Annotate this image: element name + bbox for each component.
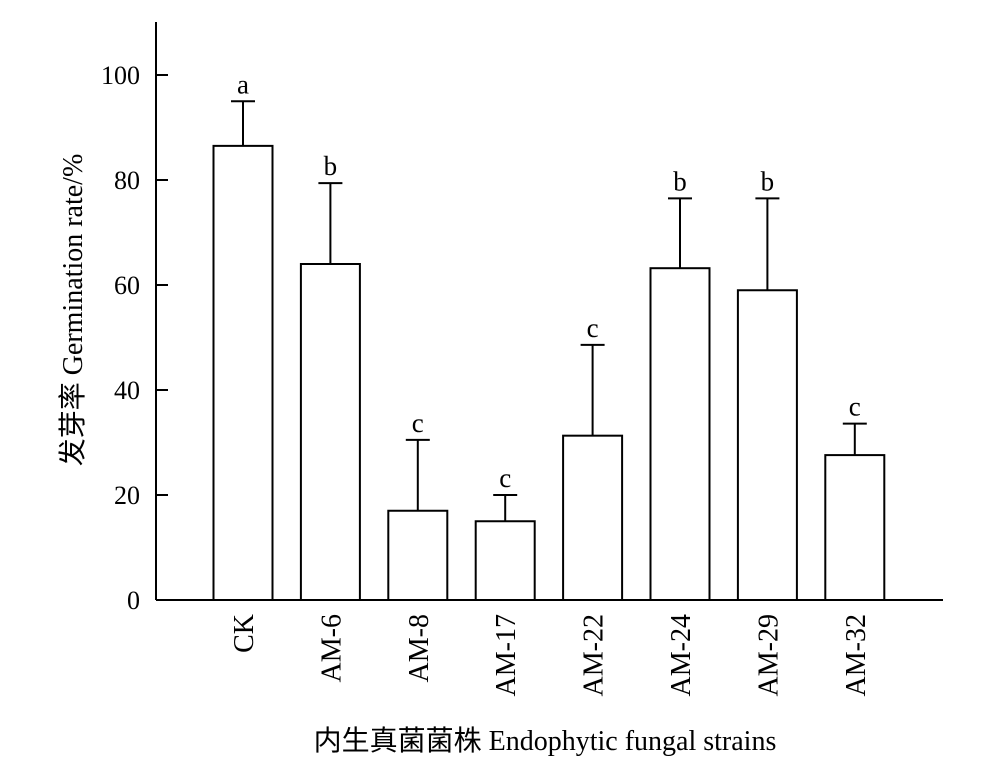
bar-ck <box>212 144 274 601</box>
significance-label: c <box>849 392 861 422</box>
x-tick-label: AM-29 <box>753 614 784 696</box>
y-tick-label: 0 <box>127 586 140 615</box>
bars <box>212 144 886 601</box>
significance-label: c <box>587 313 599 343</box>
significance-label: a <box>237 69 249 99</box>
x-tick-label: AM-8 <box>404 614 435 682</box>
significance-label: b <box>673 166 687 196</box>
x-tick-label: AM-32 <box>841 614 872 696</box>
error-bar <box>493 494 518 522</box>
y-tick-label: 40 <box>114 376 140 405</box>
x-tick-label: AM-22 <box>579 614 610 696</box>
significance-label: c <box>412 408 424 438</box>
y-tick-label: 80 <box>114 166 140 195</box>
axes <box>155 22 943 601</box>
bar-am-6 <box>299 263 361 601</box>
error-bar <box>405 438 430 511</box>
y-ticks: 0 20 40 60 80 100 <box>101 61 168 615</box>
bar-am-29 <box>736 289 798 601</box>
error-bar <box>580 343 605 436</box>
error-bar <box>842 422 867 456</box>
x-axis-title: 内生真菌菌株 Endophytic fungal strains <box>314 725 777 757</box>
x-tick-label: AM-24 <box>666 614 697 696</box>
y-tick-label: 60 <box>114 271 140 300</box>
error-bar <box>668 197 692 269</box>
bar-am-24 <box>649 267 711 601</box>
significance-label: b <box>324 151 338 181</box>
bar-am-17 <box>474 520 536 601</box>
error-bar <box>755 197 780 291</box>
y-tick-label: 100 <box>101 61 140 90</box>
category-labels: CK AM-6 AM-8 AM-17 AM-22 AM-24 AM-29 AM-32 <box>229 614 872 696</box>
bar-am-22 <box>562 434 624 601</box>
error-bar <box>231 100 255 146</box>
y-tick-label: 20 <box>114 481 140 510</box>
x-tick-label: AM-17 <box>491 614 522 696</box>
error-bar <box>318 182 343 264</box>
significance-label: c <box>499 463 511 493</box>
bar-am-8 <box>387 509 449 601</box>
error-bars <box>231 100 867 522</box>
y-axis-title: 发芽率 Germination rate/% <box>57 154 89 467</box>
x-tick-label: CK <box>229 614 260 653</box>
bar-am-32 <box>824 454 886 601</box>
x-tick-label: AM-6 <box>316 614 347 682</box>
significance-label: b <box>761 166 775 196</box>
significance-labels: a b c c c b b c <box>237 69 861 493</box>
